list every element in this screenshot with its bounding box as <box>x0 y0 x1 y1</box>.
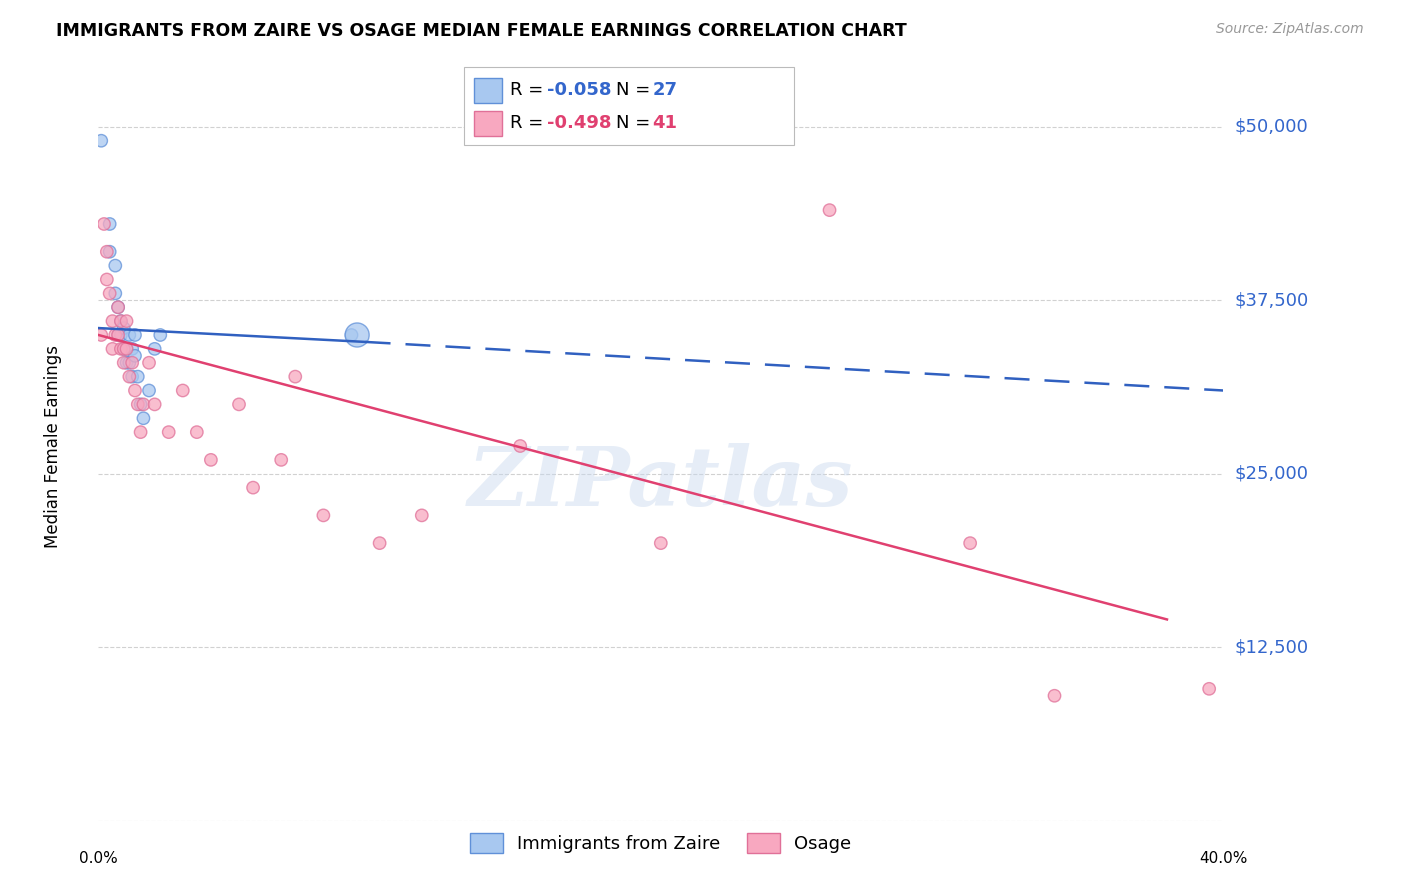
Point <box>411 508 433 523</box>
Point <box>1198 681 1220 696</box>
Point <box>96 244 118 259</box>
Text: Source: ZipAtlas.com: Source: ZipAtlas.com <box>1216 22 1364 37</box>
Text: R =: R = <box>510 114 550 132</box>
Point <box>368 536 391 550</box>
Point <box>242 481 264 495</box>
Point <box>115 314 138 328</box>
Point <box>107 328 129 343</box>
Text: 27: 27 <box>652 81 678 99</box>
Text: N =: N = <box>616 81 655 99</box>
Point <box>143 342 166 356</box>
Text: 41: 41 <box>652 114 678 132</box>
Text: N =: N = <box>616 114 655 132</box>
Point <box>115 342 138 356</box>
Point <box>121 342 143 356</box>
Text: ZIPatlas: ZIPatlas <box>468 443 853 524</box>
Text: 40.0%: 40.0% <box>1199 851 1247 865</box>
Point <box>98 286 121 301</box>
Text: 0.0%: 0.0% <box>79 851 118 865</box>
Point <box>110 342 132 356</box>
Point <box>124 349 146 363</box>
Point <box>132 411 155 425</box>
Point <box>650 536 672 550</box>
Point <box>312 508 335 523</box>
Point <box>118 328 141 343</box>
Text: IMMIGRANTS FROM ZAIRE VS OSAGE MEDIAN FEMALE EARNINGS CORRELATION CHART: IMMIGRANTS FROM ZAIRE VS OSAGE MEDIAN FE… <box>56 22 907 40</box>
Point <box>107 300 129 314</box>
Point <box>124 328 146 343</box>
Point <box>346 328 368 343</box>
Text: -0.058: -0.058 <box>547 81 612 99</box>
Point <box>115 342 138 356</box>
Text: $37,500: $37,500 <box>1234 292 1309 310</box>
Text: $50,000: $50,000 <box>1234 118 1308 136</box>
Point <box>112 321 135 335</box>
Point <box>104 286 127 301</box>
Point <box>138 356 160 370</box>
Point <box>143 397 166 411</box>
Point <box>118 369 141 384</box>
Text: R =: R = <box>510 81 550 99</box>
Point <box>98 217 121 231</box>
Point <box>1043 689 1066 703</box>
Point <box>104 328 127 343</box>
Point <box>118 356 141 370</box>
Point <box>200 453 222 467</box>
Point <box>110 328 132 343</box>
Point <box>138 384 160 398</box>
Point <box>107 328 129 343</box>
Point <box>112 356 135 370</box>
Point <box>157 425 180 439</box>
Point <box>959 536 981 550</box>
Point <box>172 384 194 398</box>
Text: Median Female Earnings: Median Female Earnings <box>45 344 62 548</box>
Point <box>110 314 132 328</box>
Text: $12,500: $12,500 <box>1234 638 1309 657</box>
Point <box>284 369 307 384</box>
Point <box>90 328 112 343</box>
Point <box>112 342 135 356</box>
Point <box>132 397 155 411</box>
Point <box>127 369 149 384</box>
Point <box>129 397 152 411</box>
Point <box>93 217 115 231</box>
Point <box>121 356 143 370</box>
Point <box>129 425 152 439</box>
Point <box>98 244 121 259</box>
Point <box>270 453 292 467</box>
Point <box>149 328 172 343</box>
Point <box>186 425 208 439</box>
Point <box>127 397 149 411</box>
Legend: Immigrants from Zaire, Osage: Immigrants from Zaire, Osage <box>463 826 859 860</box>
Point <box>104 259 127 273</box>
Point <box>101 342 124 356</box>
Point <box>340 328 363 343</box>
Point <box>101 314 124 328</box>
Point <box>121 369 143 384</box>
Point <box>115 356 138 370</box>
Point <box>124 384 146 398</box>
Text: -0.498: -0.498 <box>547 114 612 132</box>
Text: $25,000: $25,000 <box>1234 465 1309 483</box>
Point <box>107 300 129 314</box>
Point <box>509 439 531 453</box>
Point <box>110 314 132 328</box>
Point <box>90 134 112 148</box>
Point <box>112 342 135 356</box>
Point <box>96 272 118 286</box>
Point <box>818 203 841 218</box>
Point <box>228 397 250 411</box>
